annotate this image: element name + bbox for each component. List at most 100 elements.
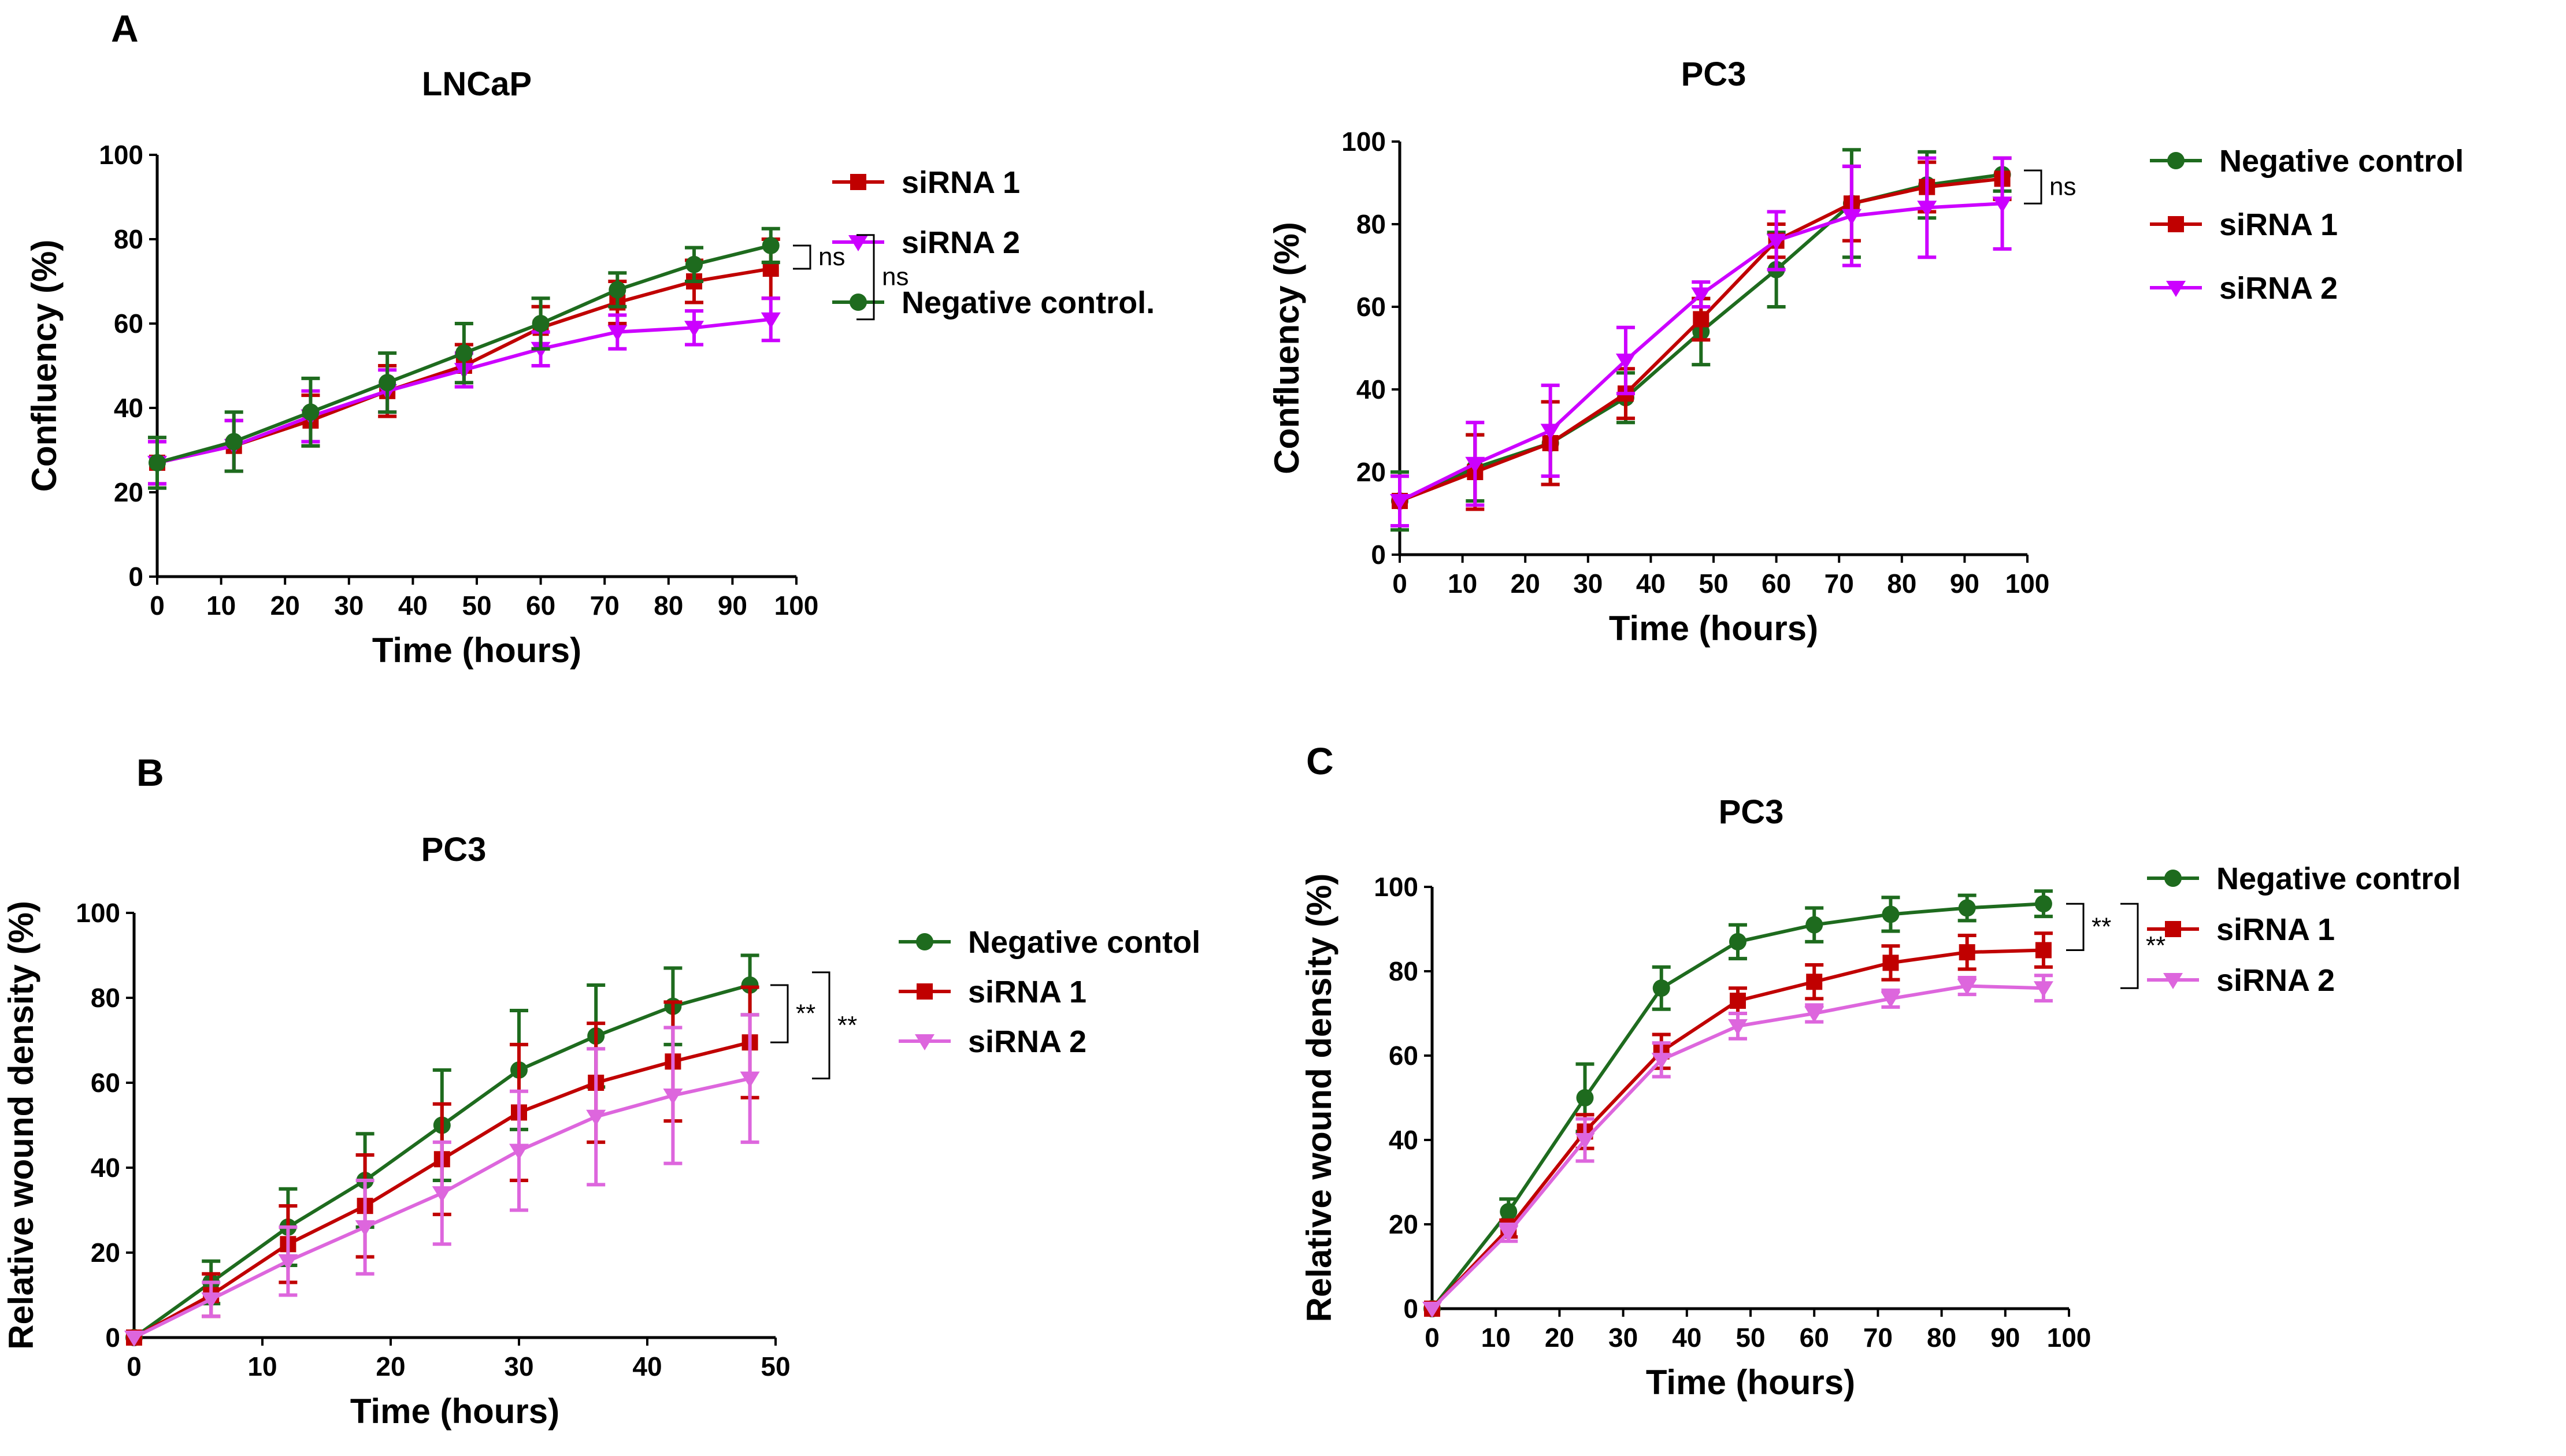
x-tick-label: 60	[526, 590, 555, 621]
data-point	[1958, 899, 1976, 917]
data-point	[1499, 1225, 1519, 1242]
x-tick-label: 50	[462, 590, 491, 621]
x-tick-label: 100	[2047, 1323, 2092, 1353]
y-axis-label: Relative wound density (%)	[1300, 874, 1338, 1323]
x-tick-label: 20	[1545, 1323, 1574, 1353]
legend-marker	[917, 983, 933, 1000]
x-tick-label: 20	[1511, 569, 1540, 599]
data-point	[1651, 1053, 1671, 1069]
y-tick-label: 100	[99, 140, 143, 170]
data-point	[509, 1143, 529, 1160]
y-tick-label: 40	[1356, 374, 1386, 404]
x-tick-label: 70	[1825, 569, 1854, 599]
data-point	[1729, 933, 1746, 950]
data-point	[1727, 1019, 1748, 1035]
data-point	[685, 255, 703, 273]
data-point	[1465, 456, 1485, 473]
y-tick-label: 60	[114, 309, 143, 339]
x-tick-label: 70	[590, 590, 620, 621]
y-tick-label: 80	[91, 983, 120, 1013]
panel-letter-c: C	[1306, 740, 1334, 782]
x-axis-label: Time (hours)	[372, 631, 581, 670]
data-point	[2033, 981, 2053, 998]
series-sirna-2	[124, 1013, 760, 1347]
x-tick-label: 40	[1672, 1323, 1701, 1353]
chart-b-pc3: PC3 0 10 20 30 40 50 0 20 40 60 80 100 Time (hours) Re…	[2, 831, 1200, 1431]
data-point	[1766, 233, 1786, 250]
bracket-line	[812, 971, 830, 1080]
legend-label: siRNA 1	[902, 165, 1020, 200]
x-tick-label: 40	[398, 590, 428, 621]
legend-marker	[2166, 281, 2186, 297]
legend-marker	[850, 294, 867, 311]
significance-bracket: **	[812, 971, 857, 1080]
x-tick-label: 60	[1800, 1323, 1829, 1353]
y-axis-label: Confluency (%)	[1267, 222, 1306, 474]
x-tick-label: 60	[1762, 569, 1791, 599]
series-negative-control	[1423, 889, 2053, 1317]
panel-letter-a: A	[111, 7, 139, 50]
data-point	[1881, 991, 1901, 1008]
series-sirna-1	[1424, 931, 2053, 1317]
y-tick-label: 80	[1356, 209, 1386, 239]
x-tick-label: 50	[1736, 1323, 1765, 1353]
x-tick-label: 10	[247, 1351, 277, 1381]
data-point	[1917, 200, 1937, 217]
legend-label: siRNA 1	[968, 975, 1087, 1009]
y-axis-label: Confluency (%)	[25, 240, 64, 492]
data-point	[1575, 1133, 1595, 1149]
legend-marker	[2167, 152, 2185, 169]
significance-bracket: ns	[793, 243, 845, 271]
bracket-line	[770, 984, 789, 1043]
x-tick-label: 30	[334, 590, 364, 621]
legend-marker	[848, 235, 868, 251]
legend-marker	[850, 174, 866, 190]
data-point	[532, 315, 550, 332]
y-tick-label: 100	[1341, 127, 1386, 157]
x-tick-label: 100	[2005, 569, 2050, 599]
x-axis-label: Time (hours)	[1609, 609, 1818, 648]
x-tick-label: 10	[1481, 1323, 1511, 1353]
x-tick-label: 80	[1887, 569, 1916, 599]
x-tick-label: 30	[1608, 1323, 1638, 1353]
data-point	[1576, 1089, 1594, 1106]
data-point	[1804, 1006, 1825, 1023]
legend-label: Negative control	[2216, 861, 2461, 896]
y-tick-label: 40	[91, 1153, 120, 1183]
data-point	[278, 1254, 298, 1271]
data-point	[302, 403, 320, 421]
x-tick-label: 50	[761, 1351, 790, 1381]
x-tick-label: 50	[1699, 569, 1728, 599]
legend-marker	[2163, 973, 2183, 989]
significance-label: **	[837, 1011, 857, 1039]
y-tick-label: 100	[1374, 872, 1418, 902]
y-tick-label: 0	[128, 562, 143, 592]
legend-label: Negative contol	[968, 925, 1200, 960]
y-tick-label: 80	[1389, 956, 1418, 986]
legend-label: siRNA 2	[2219, 271, 2338, 306]
data-point	[1959, 944, 1975, 961]
significance-label: **	[2092, 912, 2111, 941]
chart-c-pc3: PC3 0 10 20 30 40 50 60 70 80 90 100 0 20 40 60 80 100 Tim…	[1300, 793, 2461, 1402]
significance-label: ns	[2049, 173, 2076, 201]
x-tick-label: 0	[1392, 569, 1407, 599]
significance-bracket: **	[2066, 902, 2111, 951]
legend-label: Negative control.	[902, 285, 1155, 320]
y-tick-label: 60	[1389, 1041, 1418, 1071]
data-point	[355, 1220, 375, 1236]
significance-label: ns	[882, 263, 909, 291]
data-point	[1691, 287, 1711, 304]
data-point	[1615, 353, 1636, 370]
legend-marker	[2168, 216, 2184, 232]
legend-label: siRNA 2	[2216, 963, 2335, 998]
data-point	[1693, 311, 1710, 328]
data-point	[1805, 916, 1823, 934]
x-tick-label: 0	[150, 590, 165, 621]
y-tick-label: 40	[1389, 1125, 1418, 1155]
data-point	[432, 1186, 452, 1203]
bracket-line	[2024, 169, 2042, 205]
x-tick-label: 30	[504, 1351, 533, 1381]
data-point	[1540, 424, 1560, 440]
data-point	[684, 321, 704, 337]
